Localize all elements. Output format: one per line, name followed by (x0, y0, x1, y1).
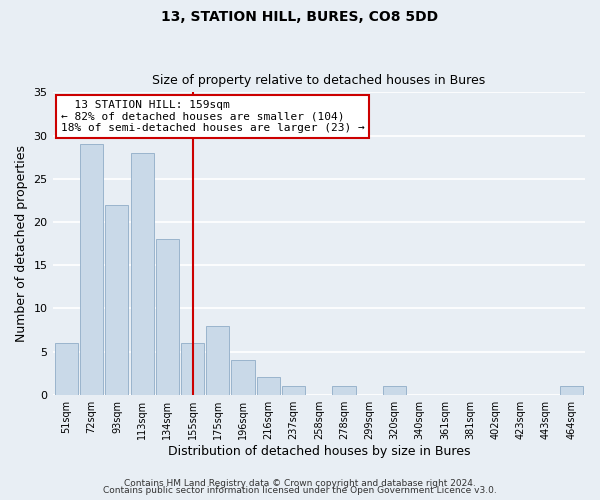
Bar (181, 343, 204, 394)
Bar (156, 239, 179, 394)
Bar (105, 204, 128, 394)
Text: Contains HM Land Registry data © Crown copyright and database right 2024.: Contains HM Land Registry data © Crown c… (124, 478, 476, 488)
Bar (131, 153, 154, 394)
Text: 13, STATION HILL, BURES, CO8 5DD: 13, STATION HILL, BURES, CO8 5DD (161, 10, 439, 24)
Bar (332, 386, 356, 394)
X-axis label: Distribution of detached houses by size in Bures: Distribution of detached houses by size … (167, 444, 470, 458)
Text: Contains public sector information licensed under the Open Government Licence v3: Contains public sector information licen… (103, 486, 497, 495)
Bar (257, 378, 280, 394)
Text: 13 STATION HILL: 159sqm
← 82% of detached houses are smaller (104)
18% of semi-d: 13 STATION HILL: 159sqm ← 82% of detache… (61, 100, 364, 133)
Bar (55, 343, 78, 394)
Bar (232, 360, 254, 394)
Bar (206, 326, 229, 394)
Bar (560, 386, 583, 394)
Title: Size of property relative to detached houses in Bures: Size of property relative to detached ho… (152, 74, 485, 87)
Bar (80, 144, 103, 395)
Bar (282, 386, 305, 394)
Y-axis label: Number of detached properties: Number of detached properties (15, 145, 28, 342)
Bar (383, 386, 406, 394)
